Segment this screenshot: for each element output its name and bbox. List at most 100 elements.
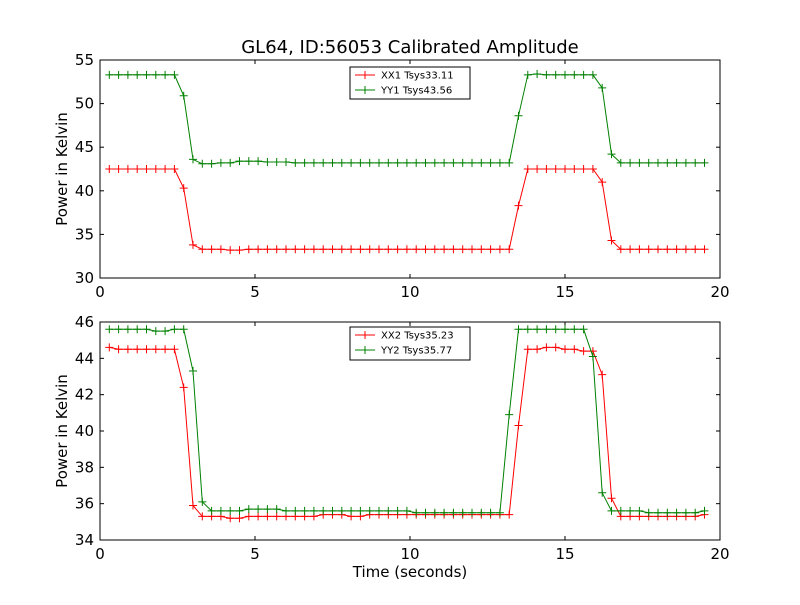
data-point: [598, 178, 607, 187]
data-point: [626, 506, 635, 515]
data-point: [486, 508, 495, 517]
data-point: [291, 245, 300, 254]
data-point: [179, 91, 188, 100]
data-point: [263, 505, 272, 514]
data-point: [691, 158, 700, 167]
data-point: [337, 245, 346, 254]
data-point: [635, 506, 644, 515]
data-point: [244, 505, 253, 514]
data-point: [626, 245, 635, 254]
data-point: [468, 245, 476, 254]
data-point: [551, 325, 560, 334]
data-point: [533, 165, 542, 173]
data-point: [542, 70, 551, 79]
data-point: [635, 245, 644, 254]
data-point: [226, 506, 235, 515]
data-point: [254, 505, 263, 514]
data-point: [142, 345, 151, 354]
x-tick-label: 0: [95, 283, 105, 301]
data-point: [282, 506, 290, 515]
data-point: [598, 83, 607, 92]
data-point: [616, 506, 625, 515]
data-point: [123, 345, 132, 354]
data-point: [151, 327, 160, 336]
data-point: [681, 245, 690, 254]
data-point: [561, 165, 569, 173]
y-tick-label: 55: [75, 51, 94, 69]
data-point: [477, 158, 486, 167]
data-point: [551, 343, 560, 352]
data-point: [179, 184, 188, 193]
data-point: [570, 70, 579, 79]
data-point: [468, 508, 476, 517]
data-point: [663, 245, 672, 254]
data-point: [309, 506, 318, 515]
data-point: [114, 325, 123, 334]
data-point: [430, 508, 439, 517]
legend: XX2 Tsys35.23 YY2 Tsys35.77: [349, 326, 471, 361]
data-point: [263, 158, 272, 167]
x-tick-label: 5: [250, 545, 260, 563]
data-point: [375, 245, 383, 254]
data-point: [440, 508, 449, 517]
data-point: [263, 512, 272, 521]
data-point: [142, 325, 151, 334]
data-point: [570, 165, 579, 173]
data-point: [189, 367, 197, 376]
data-point: [105, 70, 114, 79]
data-point: [272, 245, 281, 254]
data-point: [421, 508, 430, 517]
data-point: [700, 158, 709, 167]
data-point: [235, 514, 244, 523]
data-point: [477, 508, 486, 517]
data-point: [170, 345, 179, 354]
data-point: [542, 343, 551, 352]
data-point: [133, 345, 142, 354]
data-point: [514, 201, 523, 210]
data-point: [514, 421, 523, 430]
data-point: [672, 508, 681, 517]
data-point: [551, 70, 560, 79]
data-point: [588, 70, 597, 79]
data-point: [151, 345, 160, 354]
data-point: [356, 245, 365, 254]
data-point: [263, 245, 272, 254]
legend-label: XX2 Tsys35.23: [381, 331, 454, 342]
data-point: [495, 508, 504, 517]
x-tick-label: 10: [400, 283, 419, 301]
data-point: [291, 158, 300, 167]
data-point: [189, 155, 197, 164]
data-point: [533, 69, 542, 78]
data-point: [412, 158, 421, 167]
data-point: [179, 383, 188, 392]
data-point: [328, 245, 337, 254]
data-point: [514, 325, 523, 334]
data-point: [235, 157, 244, 166]
data-point: [319, 506, 328, 515]
data-point: [486, 245, 495, 254]
data-point: [458, 508, 467, 517]
data-point: [161, 327, 170, 336]
data-point: [254, 157, 263, 166]
y-tick-label: 50: [75, 95, 94, 113]
data-point: [542, 165, 551, 173]
data-point: [384, 506, 393, 515]
data-point: [114, 165, 123, 173]
series-yy1: [105, 69, 709, 168]
data-point: [607, 494, 616, 503]
y-tick-label: 42: [75, 386, 94, 404]
data-point: [226, 158, 235, 167]
data-point: [291, 506, 300, 515]
x-tick-label: 15: [555, 545, 574, 563]
data-point: [365, 158, 374, 167]
data-point: [700, 245, 709, 254]
data-point: [384, 245, 393, 254]
data-point: [523, 325, 532, 334]
data-point: [226, 246, 235, 255]
data-point: [393, 158, 402, 167]
data-point: [458, 245, 467, 254]
data-point: [691, 245, 700, 254]
